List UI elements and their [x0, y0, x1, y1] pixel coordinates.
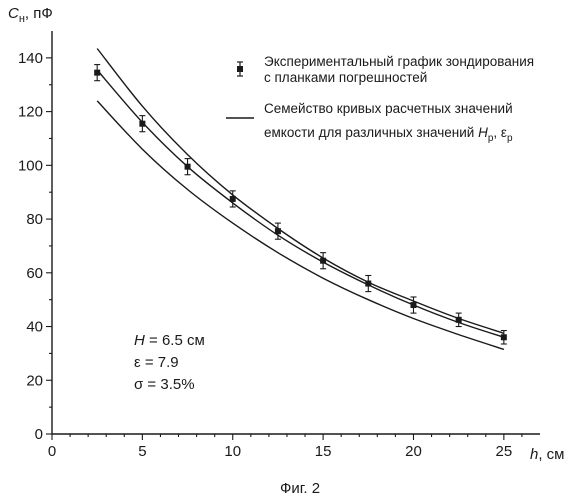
x-tick-label: 5 — [138, 443, 146, 460]
y-tick-label: 120 — [18, 104, 43, 121]
x-tick-label: 15 — [315, 443, 332, 460]
x-tick-label: 25 — [496, 443, 513, 460]
data-point — [320, 258, 326, 264]
data-point — [139, 121, 145, 127]
y-tick-label: 100 — [18, 157, 43, 174]
x-tick-label: 20 — [405, 443, 422, 460]
data-point — [94, 70, 100, 76]
legend-points-line1: Экспериментальный график зондирования — [264, 54, 534, 69]
y-tick-label: 40 — [26, 319, 43, 336]
annotation-H: H = 6.5 см — [134, 332, 205, 349]
legend-points-line2: с планками погрешностей — [264, 70, 427, 85]
y-tick-label: 80 — [26, 211, 43, 228]
y-tick-label: 0 — [35, 426, 43, 443]
y-axis-label: Cн, пФ — [8, 5, 53, 25]
data-point — [230, 196, 236, 202]
legend: Экспериментальный график зондирования с … — [226, 54, 534, 144]
data-point — [410, 302, 416, 308]
data-point — [365, 281, 371, 287]
data-point — [456, 317, 462, 323]
x-tick-label: 10 — [224, 443, 241, 460]
data-point — [185, 164, 191, 170]
legend-marker-points — [237, 62, 243, 76]
annotation-sigma: σ = 3.5% — [134, 376, 195, 393]
legend-curves-line1: Семейство кривых расчетных значений — [264, 101, 513, 116]
y-tick-label: 140 — [18, 50, 43, 67]
calculated-curve-1 — [97, 49, 504, 334]
data-point — [501, 334, 507, 340]
legend-curves-line2: емкости для различных значений Hр, εр — [264, 125, 513, 144]
y-tick-label: 60 — [26, 265, 43, 282]
annotation-epsilon: ε = 7.9 — [134, 354, 179, 371]
data-point — [275, 228, 281, 234]
figure-caption: Фиг. 2 — [280, 480, 320, 497]
x-axis-label: h, см — [530, 446, 565, 463]
x-tick-label: 0 — [48, 443, 56, 460]
y-tick-label: 20 — [26, 372, 43, 389]
